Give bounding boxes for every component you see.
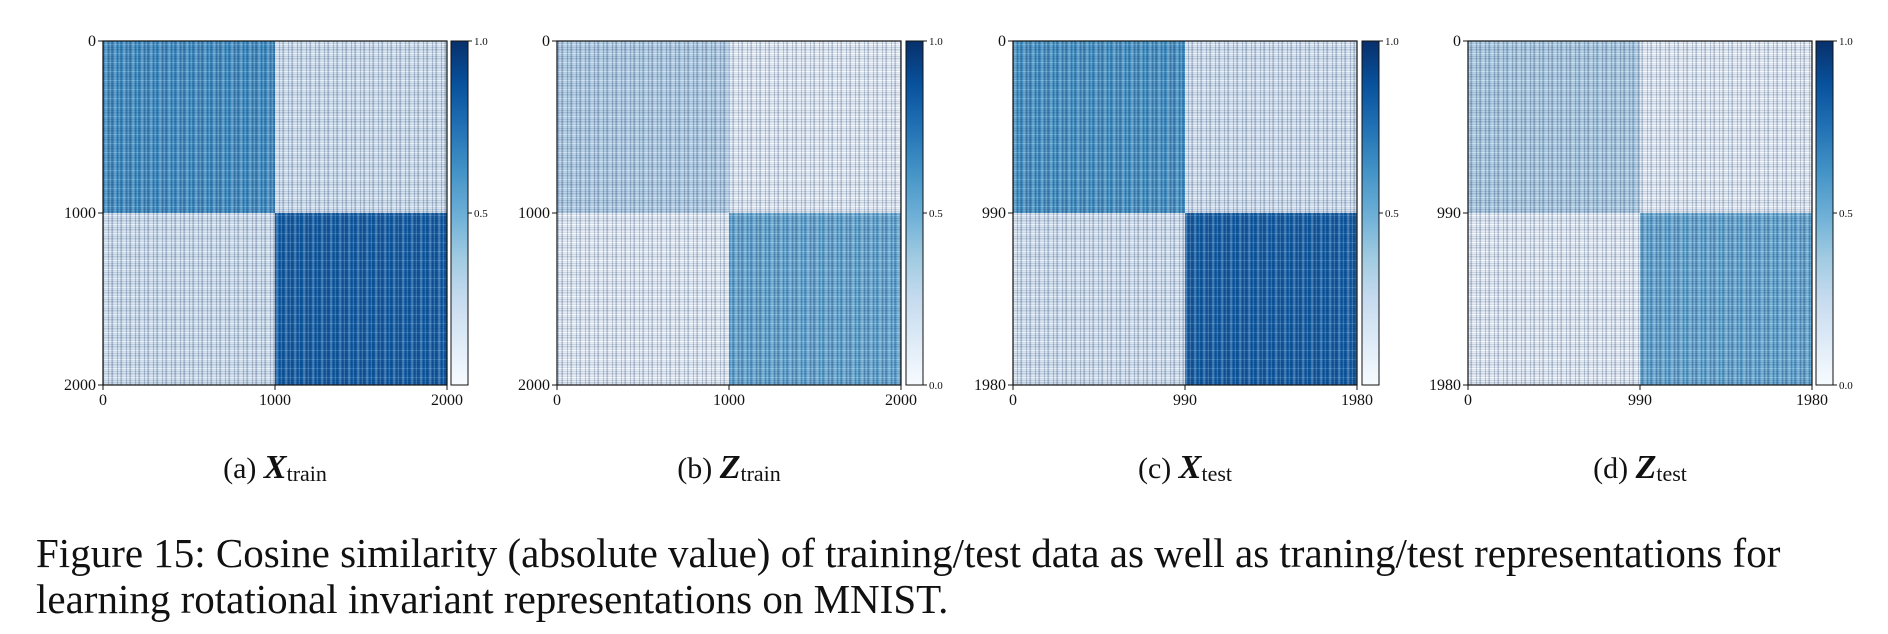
colorbar-tick-label: 1.0 <box>1385 36 1399 48</box>
subfigure-caption: (d) Ztest <box>1593 449 1687 486</box>
heatmap-block-texture <box>1185 213 1357 385</box>
heatmap-block-texture <box>275 41 447 213</box>
colorbar-tick-label: 0.0 <box>929 380 943 392</box>
subfigure-letter: (d) <box>1593 452 1635 485</box>
subfigure-symbol: X <box>263 449 288 486</box>
heatmap-block-texture <box>1640 41 1812 213</box>
colorbar: 0.0 0.5 1.0 <box>1815 36 1853 392</box>
heatmap-block-texture <box>103 213 275 385</box>
x-tick-label: 0 <box>1464 392 1472 409</box>
subfigure-caption: (b) Ztrain <box>677 449 781 486</box>
subfigure-letter: (b) <box>677 452 719 485</box>
heatmap-block-texture <box>729 41 901 213</box>
colorbar-gradient <box>1815 40 1834 386</box>
heatmap-block-texture <box>729 213 901 385</box>
y-tick-label: 2000 <box>64 377 96 394</box>
subfigure-letter: (c) <box>1138 452 1179 485</box>
colorbar-tick-label: 1.0 <box>1839 36 1853 48</box>
colorbar-tick-label: 0.0 <box>1839 380 1853 392</box>
colorbar-tick-label: 0.5 <box>1385 208 1399 220</box>
subfigure-symbol: Z <box>1635 449 1657 486</box>
y-tick-label: 990 <box>982 205 1006 222</box>
colorbar-tick-label: 1.0 <box>474 36 488 48</box>
heatmap-block-texture <box>1468 41 1640 213</box>
heatmap-block-texture <box>103 41 275 213</box>
y-tick-label: 0 <box>88 33 96 50</box>
y-tick-label: 1000 <box>518 205 550 222</box>
colorbar: 0.5 1.0 <box>1361 36 1399 386</box>
heatmap-block-texture <box>1013 41 1185 213</box>
subfigure-subscript: test <box>1201 461 1232 486</box>
x-tick-label: 990 <box>1628 392 1652 409</box>
subfigure-subscript: test <box>1656 461 1687 486</box>
subfigure-subscript: train <box>287 461 327 486</box>
colorbar-tick-label: 0.5 <box>474 208 488 220</box>
x-tick-label: 2000 <box>431 392 463 409</box>
y-tick-label: 0 <box>998 33 1006 50</box>
y-tick-label: 0 <box>1453 33 1461 50</box>
colorbar-gradient <box>1361 40 1380 386</box>
colorbar: 0.5 1.0 <box>450 36 488 386</box>
colorbar-tick-label: 0.5 <box>929 208 943 220</box>
y-tick-label: 1980 <box>1429 377 1461 394</box>
heatmap-block-texture <box>1013 213 1185 385</box>
x-tick-label: 1980 <box>1341 392 1373 409</box>
colorbar: 0.0 0.5 1.0 <box>905 36 943 392</box>
subfigure-subscript: train <box>740 461 780 486</box>
subfigure-caption: (a) Xtrain <box>223 449 327 486</box>
colorbar-gradient <box>905 40 924 386</box>
subfigure-symbol: X <box>1178 449 1203 486</box>
y-tick-label: 2000 <box>518 377 550 394</box>
y-tick-label: 990 <box>1437 205 1461 222</box>
heatmap-block-texture <box>1185 41 1357 213</box>
heatmap-block-texture <box>557 213 729 385</box>
x-tick-label: 0 <box>99 392 107 409</box>
heatmap-block-texture <box>1468 213 1640 385</box>
x-tick-label: 2000 <box>885 392 917 409</box>
heatmap-block-texture <box>1640 213 1812 385</box>
x-tick-label: 1000 <box>259 392 291 409</box>
subfigure-symbol: Z <box>719 449 741 486</box>
y-tick-label: 1980 <box>974 377 1006 394</box>
subfigure-caption: (c) Xtest <box>1138 449 1232 486</box>
y-tick-label: 1000 <box>64 205 96 222</box>
heatmap-block-texture <box>275 213 447 385</box>
x-tick-label: 990 <box>1173 392 1197 409</box>
heatmap-block-texture <box>557 41 729 213</box>
x-tick-label: 0 <box>553 392 561 409</box>
figure-caption: Figure 15: Cosine similarity (absolute v… <box>36 530 1781 622</box>
x-tick-label: 1980 <box>1796 392 1828 409</box>
x-tick-label: 1000 <box>713 392 745 409</box>
y-tick-label: 0 <box>542 33 550 50</box>
colorbar-tick-label: 1.0 <box>929 36 943 48</box>
subfigure-letter: (a) <box>223 452 264 485</box>
colorbar-tick-label: 0.5 <box>1839 208 1853 220</box>
colorbar-gradient <box>450 40 469 386</box>
x-tick-label: 0 <box>1009 392 1017 409</box>
